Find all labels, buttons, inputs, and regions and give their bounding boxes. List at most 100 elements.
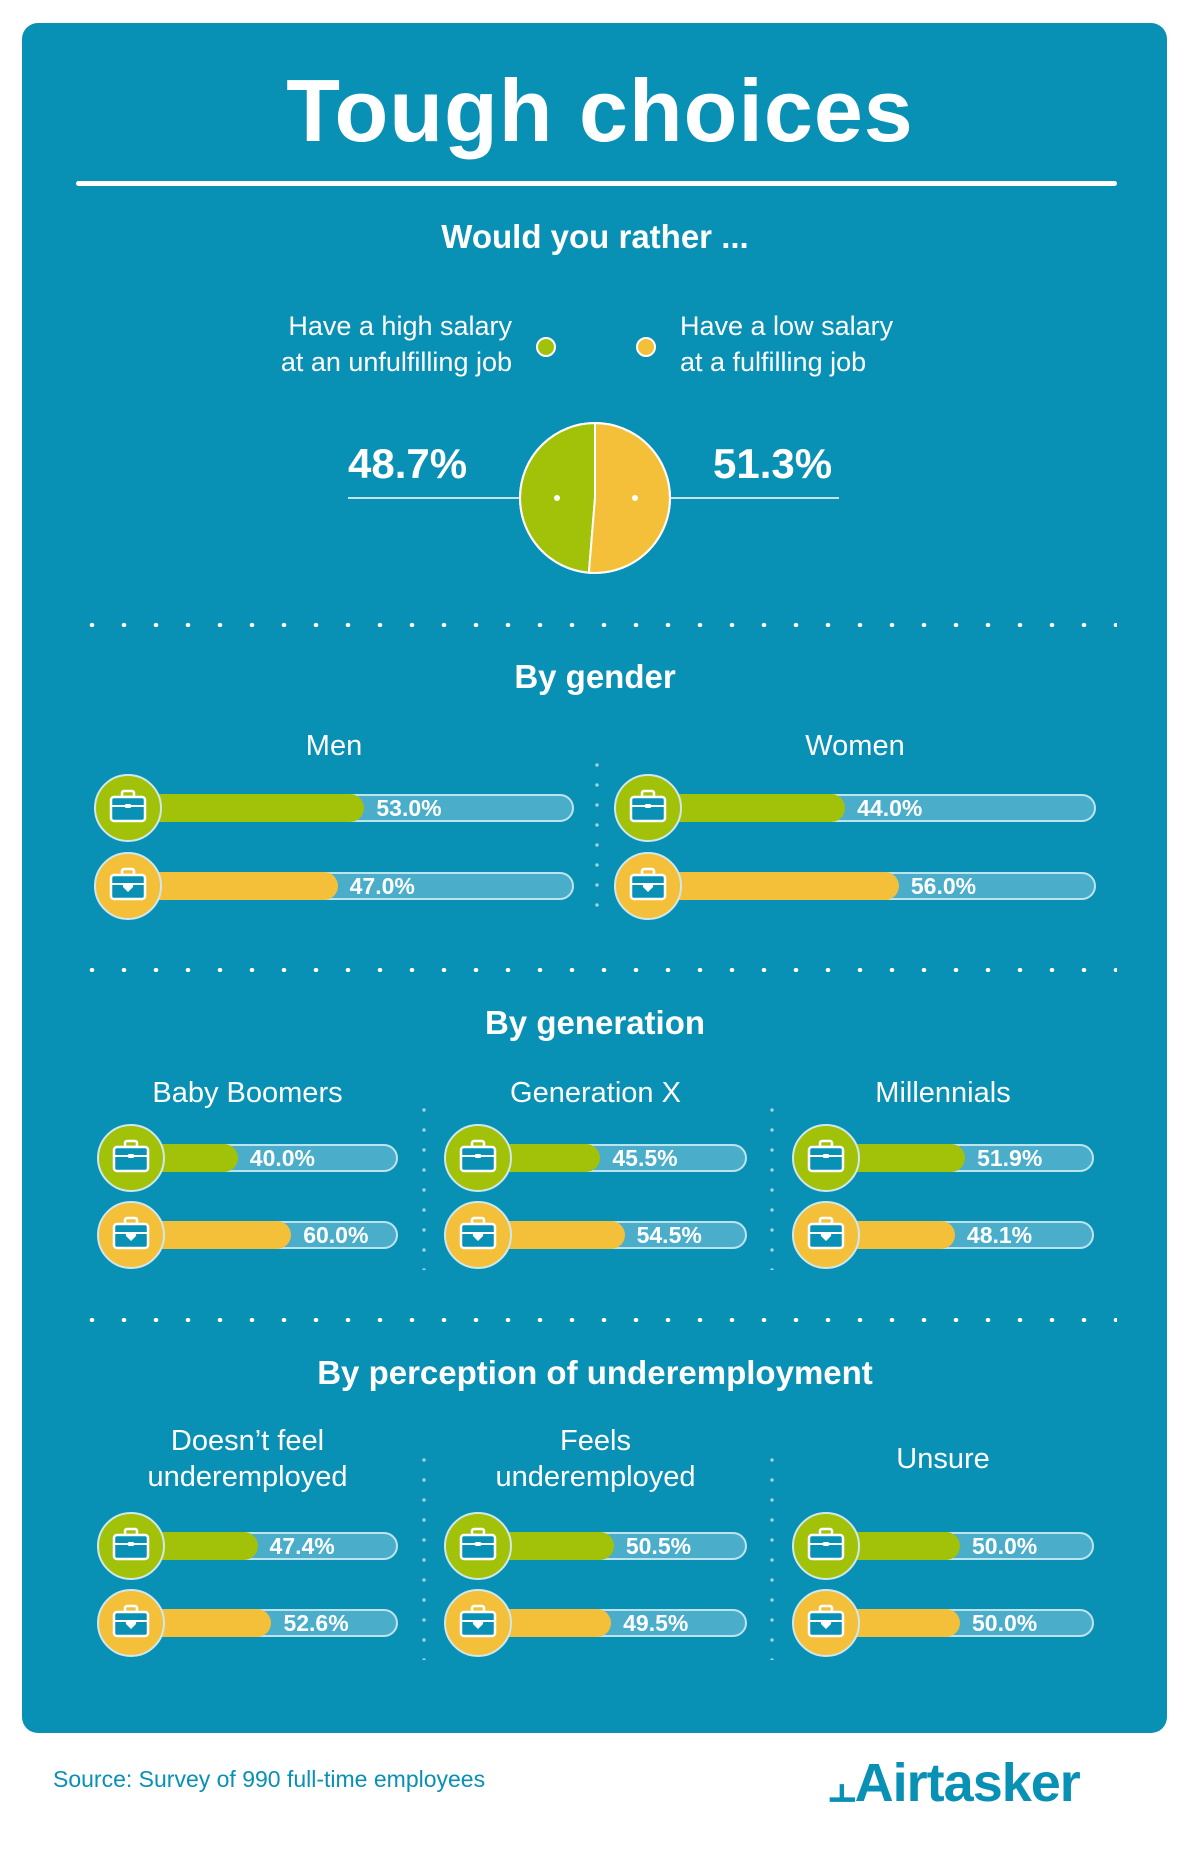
briefcase-icon-badge <box>94 774 162 842</box>
briefcase-heart-icon-badge <box>614 852 682 920</box>
bar-value-low: 56.0% <box>910 873 977 899</box>
bar-value-high: 40.0% <box>249 1145 316 1171</box>
group-label-line: underemployed <box>495 1461 696 1493</box>
briefcase-icon-badge <box>792 1124 860 1192</box>
bar-value-high: 51.9% <box>977 1145 1043 1171</box>
group-label: Millennials <box>875 1075 1010 1111</box>
briefcase-heart-icon-badge <box>94 852 162 920</box>
briefcase-icon <box>459 1139 497 1178</box>
briefcase-heart-icon-badge <box>97 1589 165 1657</box>
bar-value-high: 47.4% <box>269 1533 335 1559</box>
column-divider <box>422 1450 426 1660</box>
group-label-line: Feels <box>560 1425 631 1457</box>
briefcase-heart-icon <box>109 867 147 906</box>
group-label-line: Baby Boomers <box>152 1077 343 1109</box>
briefcase-icon <box>459 1527 497 1566</box>
group-label-line: underemployed <box>147 1461 348 1493</box>
pie-leader-dot-right <box>632 495 638 501</box>
bar-value-low: 54.5% <box>636 1222 702 1248</box>
bar-fill-low <box>648 872 899 900</box>
briefcase-icon <box>629 789 667 828</box>
bar-value-low: 47.0% <box>349 873 415 899</box>
group-label: Generation X <box>510 1075 681 1111</box>
pie-outline <box>519 422 671 574</box>
legend-high-line1: Have a high salary <box>288 311 512 341</box>
bar-value-low: 49.5% <box>623 1610 689 1636</box>
legend-low: Have a low salary at a fulfilling job <box>680 308 893 380</box>
legend-high-dot <box>536 337 556 357</box>
briefcase-icon-badge <box>97 1512 165 1580</box>
briefcase-icon <box>807 1527 845 1566</box>
gender-heading: By gender <box>514 658 676 695</box>
briefcase-icon-badge <box>444 1124 512 1192</box>
group-label: Baby Boomers <box>152 1075 342 1111</box>
section-divider <box>76 623 1117 627</box>
briefcase-heart-icon <box>629 867 667 906</box>
briefcase-heart-icon-badge <box>792 1589 860 1657</box>
generation-heading: By generation <box>484 1004 706 1041</box>
section-divider <box>76 968 1117 972</box>
source-note: Source: Survey of 990 full-time employee… <box>53 1766 486 1792</box>
group-label-line: Women <box>805 730 905 762</box>
briefcase-icon-badge <box>792 1512 860 1580</box>
group-label: Unsure <box>896 1441 990 1477</box>
legend-high-line2: at an unfulfilling job <box>280 347 512 377</box>
legend-low-line2: at a fulfilling job <box>680 347 867 377</box>
bar-value-low: 48.1% <box>966 1222 1033 1248</box>
pie-label-high: 48.7% <box>348 440 468 487</box>
briefcase-heart-icon-badge <box>444 1589 512 1657</box>
group-label-line: Doesn’t feel <box>170 1425 325 1457</box>
briefcase-icon <box>112 1139 150 1178</box>
briefcase-icon <box>807 1139 845 1178</box>
pie-label-low: 51.3% <box>713 440 833 487</box>
group-label-line: Generation X <box>510 1077 681 1109</box>
bar-value-low: 52.6% <box>283 1610 349 1636</box>
briefcase-heart-icon <box>112 1216 150 1255</box>
section-divider <box>76 1318 1117 1322</box>
briefcase-heart-icon <box>459 1216 497 1255</box>
briefcase-icon <box>109 789 147 828</box>
underemployment-heading: By perception of underemployment <box>317 1354 873 1391</box>
briefcase-heart-icon-badge <box>792 1201 860 1269</box>
pie-slice-low <box>587 421 671 574</box>
title-divider <box>76 181 1117 186</box>
briefcase-heart-icon <box>112 1604 150 1643</box>
bar-value-high: 50.0% <box>972 1533 1038 1559</box>
briefcase-icon-badge <box>444 1512 512 1580</box>
briefcase-icon <box>112 1527 150 1566</box>
group-label: Doesn’t feel underemployed <box>148 1423 348 1495</box>
airtasker-logo: ⫠Airtasker <box>829 1753 1081 1813</box>
column-divider <box>770 1100 774 1270</box>
bar-value-low: 60.0% <box>303 1222 369 1248</box>
legend-high: Have a high salary at an unfulfilling jo… <box>281 308 512 380</box>
briefcase-heart-icon <box>459 1604 497 1643</box>
bar-fill-low <box>128 872 338 900</box>
briefcase-heart-icon-badge <box>444 1201 512 1269</box>
column-divider <box>595 755 599 920</box>
bar-value-high: 45.5% <box>612 1145 678 1171</box>
bar-value-high: 44.0% <box>857 795 923 821</box>
column-divider <box>422 1100 426 1270</box>
column-divider <box>770 1450 774 1660</box>
group-label-line: Men <box>305 730 363 762</box>
group-label: Women <box>805 728 904 764</box>
briefcase-heart-icon <box>807 1604 845 1643</box>
briefcase-icon-badge <box>97 1124 165 1192</box>
pie-leader-dot-left <box>554 495 560 501</box>
page-title: Tough choices <box>286 61 914 160</box>
question-heading: Would you rather ... <box>441 218 749 255</box>
bar-value-low: 50.0% <box>972 1610 1038 1636</box>
legend-low-line1: Have a low salary <box>680 311 894 341</box>
group-label-line: Unsure <box>896 1443 990 1475</box>
bar-fill-high <box>128 794 365 822</box>
bar-value-high: 50.5% <box>625 1533 692 1559</box>
bar-value-high: 53.0% <box>376 795 442 821</box>
briefcase-heart-icon <box>807 1216 845 1255</box>
briefcase-icon-badge <box>614 774 682 842</box>
legend-low-dot <box>636 337 656 357</box>
group-label-line: Millennials <box>875 1077 1011 1109</box>
group-label: Men <box>306 728 362 764</box>
pie-chart <box>348 421 839 574</box>
briefcase-heart-icon-badge <box>97 1201 165 1269</box>
group-label: Feels underemployed <box>496 1423 696 1495</box>
